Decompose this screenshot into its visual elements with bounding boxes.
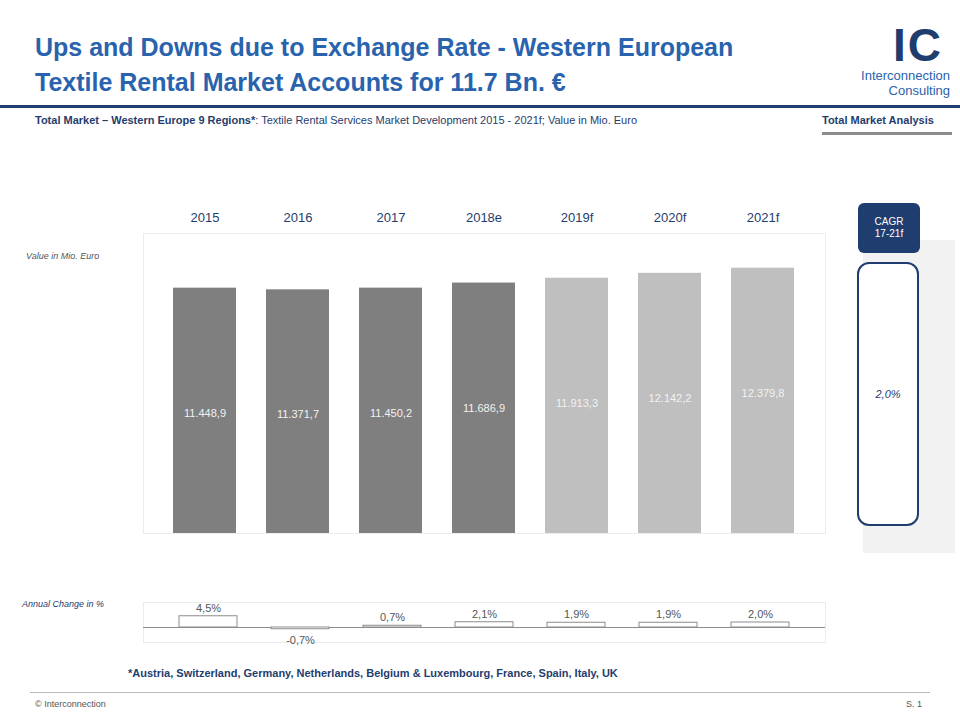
- html-text:Total Market Analysis: Total Market Analysis: [822, 114, 934, 126]
- svg-text:11.371,7: 11.371,7: [277, 408, 319, 420]
- html-text:CAGR 17-21f: CAGR 17-21f: [874, 216, 904, 239]
- html-text:Consulting: Consulting: [888, 83, 950, 98]
- svg-text:11.913,3: 11.913,3: [556, 397, 598, 409]
- svg-text:2020f: 2020f: [654, 210, 687, 225]
- html-text:Annual Change in %: Annual Change in %: [22, 599, 105, 609]
- svg-text:11.450,2: 11.450,2: [370, 407, 412, 419]
- svg-text:2016: 2016: [284, 210, 313, 225]
- html-text:Total Market – Western Europe: Total Market – Western Europe 9 Regions*…: [35, 114, 637, 126]
- svg-text:12.142,2: 12.142,2: [649, 392, 692, 404]
- svg-text:2,0%: 2,0%: [748, 608, 773, 620]
- svg-text:1,9%: 1,9%: [656, 608, 681, 620]
- svg-text:4,5%: 4,5%: [196, 602, 221, 614]
- html-text:Interconnection: Interconnection: [861, 68, 950, 83]
- svg-text:-0,7%: -0,7%: [286, 634, 315, 646]
- svg-text:12.379,8: 12.379,8: [742, 387, 785, 399]
- html-text:Ups and Downs due to Exchange: Ups and Downs due to Exchange Rate - Wes…: [35, 33, 734, 96]
- html-text:Value in Mio. Euro: Value in Mio. Euro: [26, 251, 100, 261]
- svg-text:2,1%: 2,1%: [472, 608, 497, 620]
- svg-text:11.686,9: 11.686,9: [463, 402, 505, 414]
- svg-text:2017: 2017: [377, 210, 406, 225]
- svg-text:0,7%: 0,7%: [380, 611, 405, 623]
- svg-text:2019f: 2019f: [561, 210, 594, 225]
- html-text:*Austria, Switzerland, Germany: *Austria, Switzerland, Germany, Netherla…: [128, 667, 618, 679]
- svg-text:2018e: 2018e: [466, 210, 502, 225]
- html-text:S. 1: S. 1: [906, 699, 922, 709]
- svg-text:2015: 2015: [191, 210, 220, 225]
- html-text:© Interconnection: © Interconnection: [35, 699, 106, 709]
- svg-text:11.448,9: 11.448,9: [184, 407, 226, 419]
- html-text:IC: IC: [893, 19, 943, 71]
- svg-text:1,9%: 1,9%: [564, 608, 589, 620]
- svg-text:2021f: 2021f: [747, 210, 780, 225]
- html-text:2,0%: 2,0%: [875, 388, 901, 400]
